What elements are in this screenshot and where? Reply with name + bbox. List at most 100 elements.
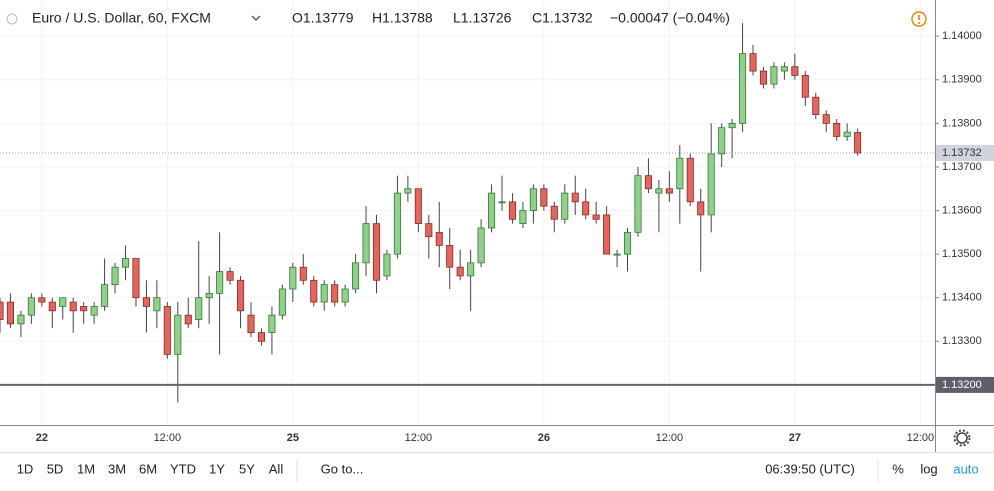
price-tag-label: 1.13200 [942, 379, 982, 391]
candle-body [101, 284, 109, 307]
percent-button[interactable]: % [892, 461, 904, 476]
candle-body [707, 153, 715, 216]
candle-body [477, 227, 485, 264]
range-button[interactable]: YTD [170, 461, 196, 476]
log-button[interactable]: log [920, 461, 937, 476]
candle-body [843, 131, 851, 137]
candle-body [540, 188, 548, 207]
candle-body [372, 223, 381, 281]
ohlc-open: O1.13779 [292, 10, 354, 26]
candle-body [665, 188, 673, 194]
candle-body [634, 175, 642, 233]
price-tag [936, 376, 994, 393]
ohlc-close: C1.13732 [532, 10, 593, 26]
candle-body [467, 262, 475, 277]
candle-body [529, 188, 537, 211]
candle-body [268, 314, 276, 333]
candle-body [770, 66, 778, 85]
symbol[interactable]: Euro / U.S. Dollar, 60, FXCM [32, 10, 211, 26]
candle-body [780, 66, 788, 72]
candle-body [414, 188, 422, 225]
x-tick-label: 12:00 [405, 432, 433, 444]
candle-body [728, 122, 736, 129]
candle-body [69, 301, 77, 312]
candle-body [686, 157, 694, 203]
candle-body [739, 53, 747, 124]
candle-body [17, 314, 25, 325]
range-button[interactable]: 5Y [239, 461, 255, 476]
candle-body [749, 53, 757, 72]
candle-body [48, 301, 56, 312]
candle-body [111, 266, 119, 286]
candle-body [854, 132, 862, 154]
candle-body [435, 231, 443, 246]
candle-body [38, 297, 46, 303]
candle-body [571, 192, 579, 203]
clock: 06:39:50 (UTC) [765, 461, 855, 476]
warning-icon[interactable] [911, 11, 927, 27]
x-tick-label: 12:00 [907, 432, 935, 444]
candle-body [226, 271, 234, 281]
price-tag-label: 1.13732 [942, 147, 982, 159]
candle-body [508, 201, 517, 220]
range-button[interactable]: 1Y [209, 461, 225, 476]
price-tag [936, 145, 994, 161]
candle-body [142, 297, 150, 307]
candle-body [257, 332, 266, 342]
candle-body [812, 96, 820, 116]
candle-body [237, 279, 245, 312]
candle-body [759, 70, 768, 85]
ohlc-high: H1.13788 [372, 10, 433, 26]
settings-icon[interactable] [953, 429, 971, 447]
range-button[interactable]: 3M [108, 461, 126, 476]
range-button[interactable]: All [269, 461, 284, 476]
candle-body [331, 284, 339, 303]
candle-body [27, 297, 35, 316]
candle-body [174, 314, 182, 355]
candle-body [456, 266, 464, 277]
candle-body [216, 271, 224, 294]
x-tick-label: 26 [538, 432, 550, 444]
candle-body [163, 306, 171, 355]
candle-body [613, 253, 621, 256]
candle-body [603, 214, 611, 255]
candle-body [80, 306, 88, 312]
candle-body [184, 314, 192, 325]
candle-body [425, 223, 433, 238]
toolbar: 1D 5D 1M 3M 6M YTD 1Y 5Y All Go to... 06:39:50 (UT… [17, 461, 979, 476]
grid [0, 0, 935, 425]
candle-body [655, 188, 663, 194]
goto-button[interactable]: Go to... [321, 461, 364, 476]
candle-body [195, 297, 203, 320]
candle-body [791, 66, 799, 76]
y-tick-label: 1.13800 [942, 117, 982, 129]
x-tick-label: 12:00 [656, 432, 684, 444]
range-button[interactable]: 5D [47, 461, 64, 476]
y-tick-label: 1.13400 [942, 292, 982, 304]
candle-body [801, 75, 809, 98]
candle-body [341, 288, 349, 303]
range-button[interactable]: 1D [17, 461, 34, 476]
candle-body [519, 210, 527, 225]
auto-button[interactable]: auto [953, 461, 978, 476]
candle-body [121, 258, 130, 268]
candle-body [644, 175, 652, 190]
y-tick-label: 1.13500 [942, 248, 982, 260]
y-tick-label: 1.13300 [942, 335, 982, 347]
range-button[interactable]: 6M [139, 461, 157, 476]
range-button[interactable]: 1M [77, 461, 95, 476]
y-tick-label: 1.13900 [942, 74, 982, 86]
y-tick-label: 1.13600 [942, 204, 982, 216]
chevron[interactable] [251, 15, 261, 21]
x-tick-label: 22 [36, 432, 48, 444]
candle-body [833, 122, 841, 137]
candle-body [205, 292, 213, 299]
candle-body [362, 223, 370, 264]
candle-body [488, 192, 496, 229]
candle-body [498, 201, 506, 204]
ohlc-change: −0.00047 (−0.04%) [610, 10, 730, 26]
x-tick-label: 12:00 [154, 432, 182, 444]
candle-body [153, 297, 161, 312]
